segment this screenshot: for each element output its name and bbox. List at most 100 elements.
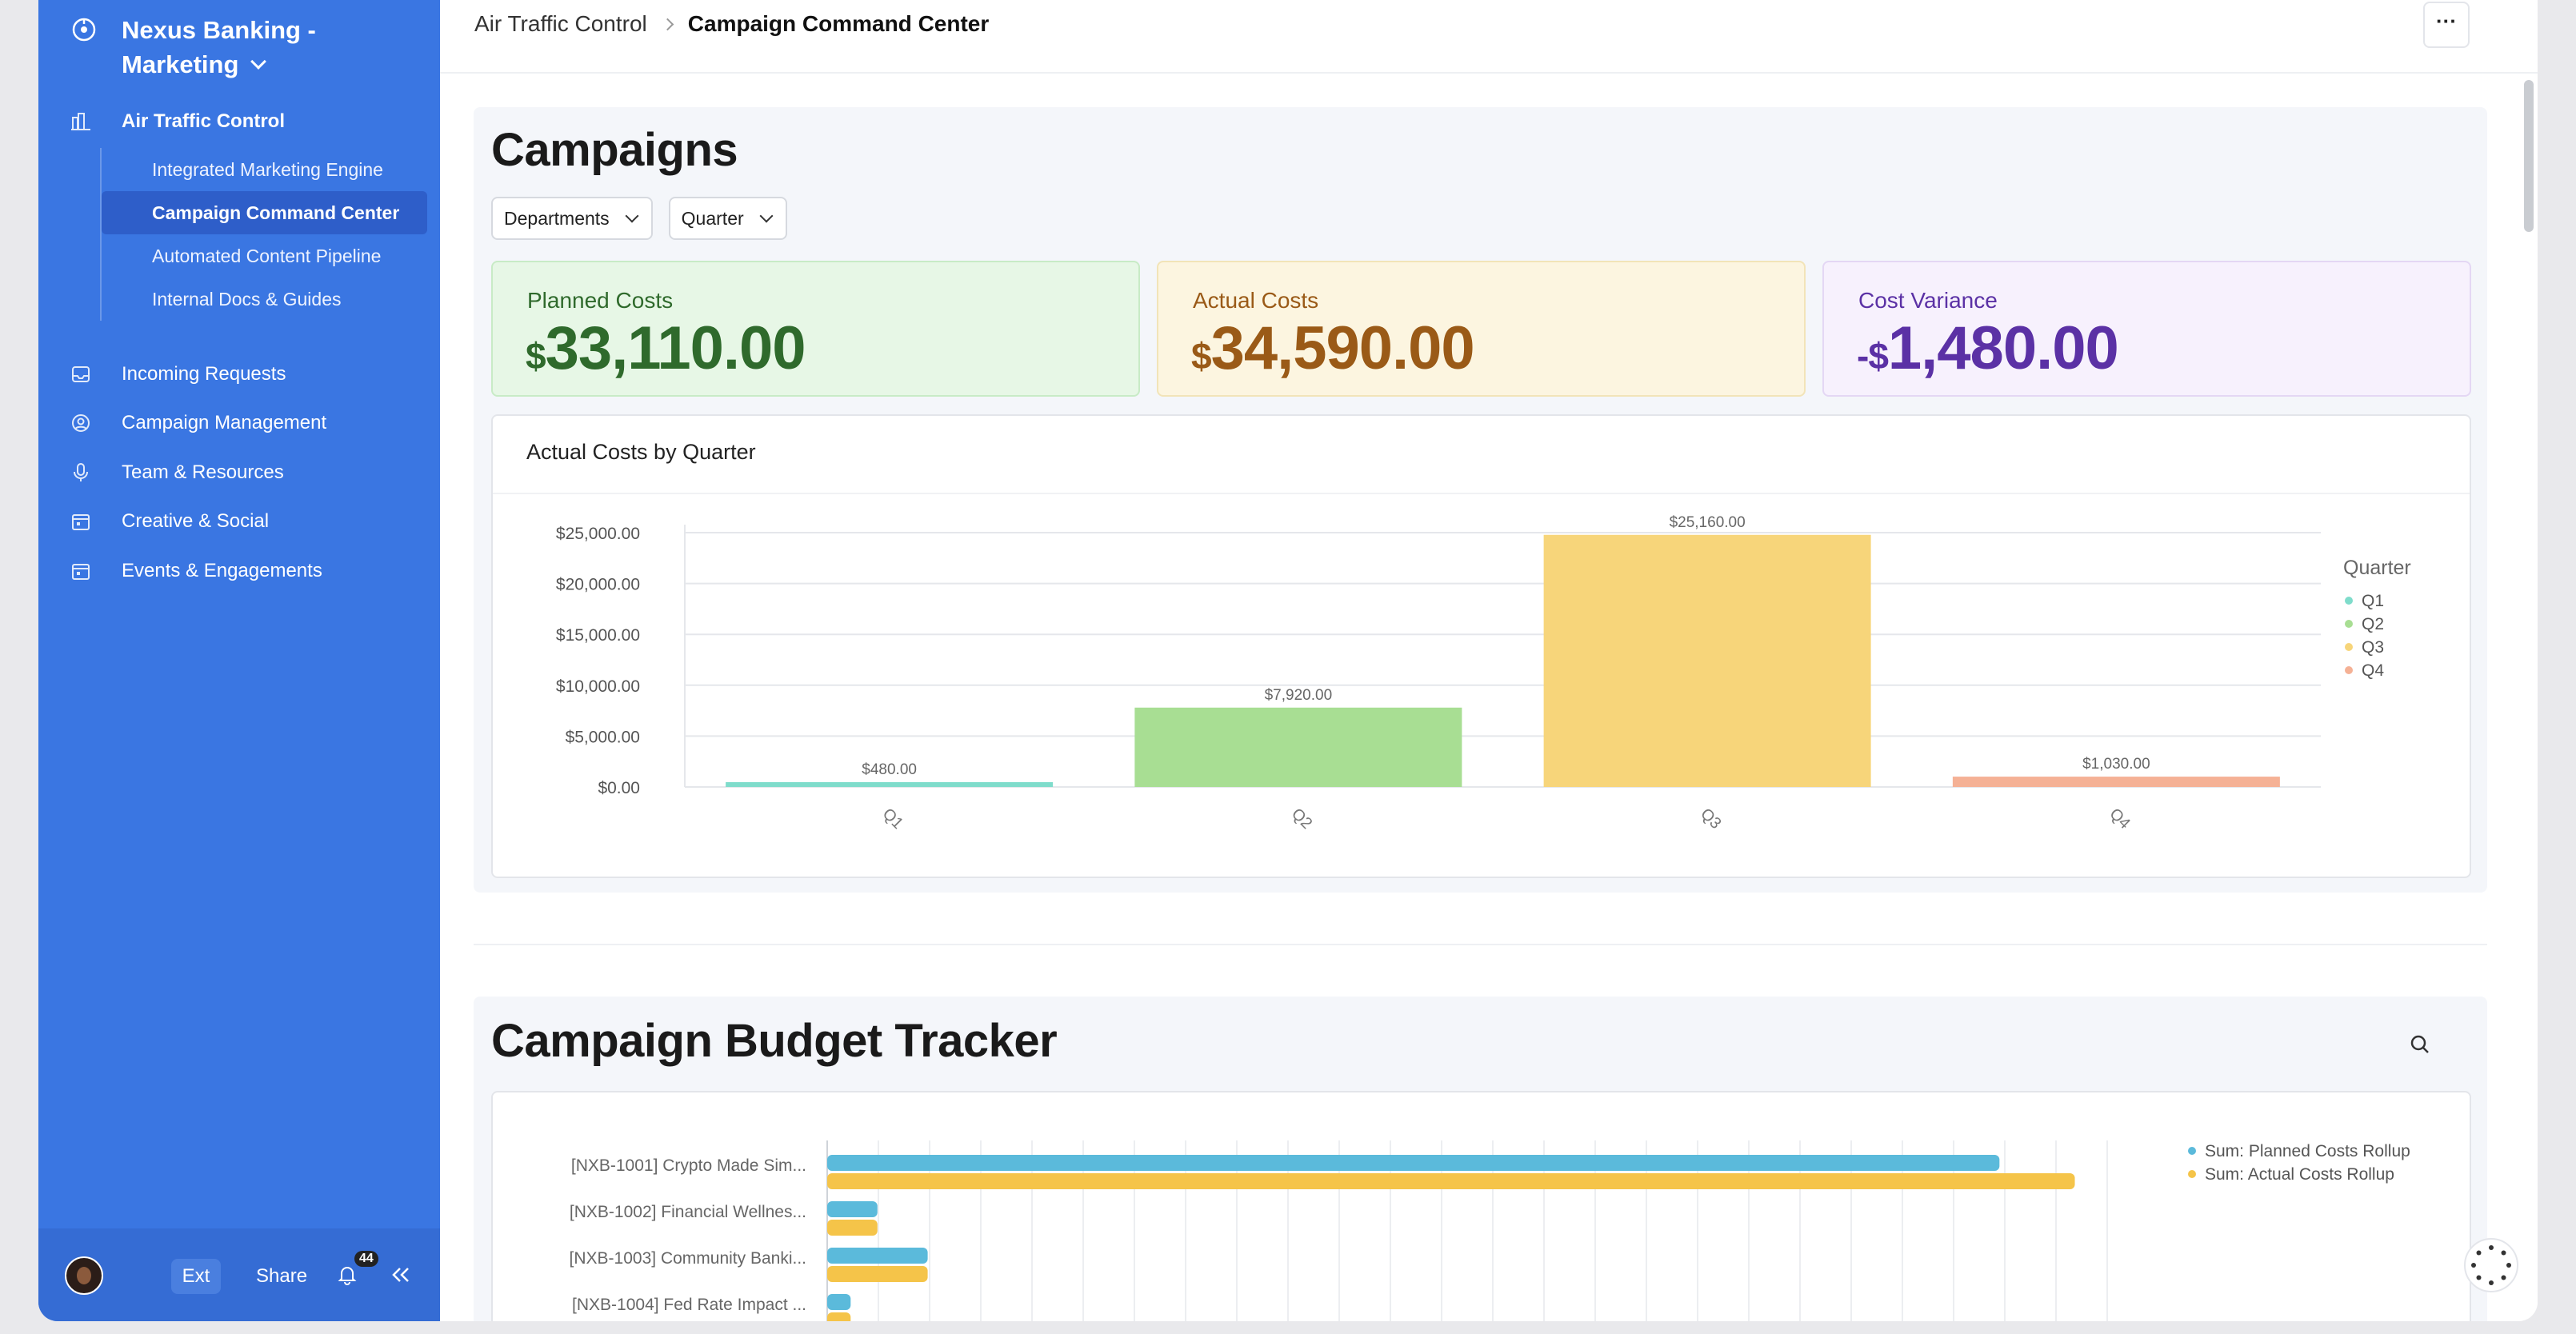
y-tick-label: $10,000.00: [556, 677, 640, 696]
spinner-icon: [2471, 1245, 2511, 1285]
loading-spinner-button[interactable]: [2464, 1238, 2518, 1292]
chevron-down-icon: [625, 209, 639, 223]
legend-label[interactable]: Sum: Planned Costs Rollup: [2205, 1142, 2410, 1160]
legend-swatch: [2345, 620, 2353, 628]
kpi-label: Actual Costs: [1193, 288, 1319, 313]
chevron-down-icon: [759, 209, 774, 223]
kpi-value: $34,590.00: [1191, 314, 1475, 382]
bar-planned[interactable]: [827, 1155, 2000, 1171]
legend-swatch: [2345, 666, 2353, 674]
sidebar-item-events-engagements[interactable]: Events & Engagements: [70, 546, 326, 596]
bar-actual[interactable]: [827, 1173, 2075, 1189]
y-tick-label: $25,000.00: [556, 525, 640, 543]
campaigns-panel: Campaigns Departments Quarter Planned Co…: [474, 107, 2487, 893]
sidebar-footer: Ext Share 44: [38, 1228, 440, 1321]
inbox-icon: [72, 365, 90, 382]
sidebar-item-campaign-command-center[interactable]: Campaign Command Center: [102, 191, 427, 234]
scrollbar[interactable]: [2524, 80, 2534, 232]
budget-horizontal-bar-chart: [NXB-1001] Crypto Made Sim... [NXB-1002] …: [570, 1140, 2410, 1321]
bar-actual[interactable]: [827, 1266, 928, 1282]
sidebar-item-team-resources[interactable]: Team & Resources: [70, 448, 326, 497]
sidebar-item-integrated-marketing-engine[interactable]: Integrated Marketing Engine: [100, 148, 427, 191]
ext-button[interactable]: Ext: [171, 1259, 221, 1294]
data-label: $1,030.00: [2082, 756, 2150, 773]
share-button[interactable]: Share: [256, 1265, 308, 1287]
legend-swatch: [2345, 597, 2353, 605]
sidebar-section-air-traffic-control[interactable]: Air Traffic Control: [70, 110, 285, 133]
sidebar-item-label: Integrated Marketing Engine: [152, 158, 383, 180]
bar-planned[interactable]: [827, 1201, 878, 1217]
sidebar-section-label: Air Traffic Control: [122, 110, 286, 132]
more-options-button[interactable]: ···: [2423, 2, 2470, 48]
sidebar-item-incoming-requests[interactable]: Incoming Requests: [70, 349, 326, 399]
workspace-name: Nexus Banking - Marketing: [122, 16, 316, 78]
budget-tracker-title: Campaign Budget Tracker: [491, 1015, 1058, 1067]
category-label: [NXB-1004] Fed Rate Impact ...: [572, 1296, 806, 1314]
kpi-actual-costs: Actual Costs $34,590.00: [1157, 261, 1806, 397]
kpi-cost-variance: Cost Variance -$1,480.00: [1822, 261, 2471, 397]
top-bar: Air Traffic Control Campaign Command Cen…: [440, 0, 2538, 74]
legend-title: Quarter: [2343, 557, 2411, 579]
sidebar-item-internal-docs[interactable]: Internal Docs & Guides: [100, 278, 427, 321]
sidebar-item-label: Creative & Social: [122, 510, 270, 533]
data-label: $7,920.00: [1265, 687, 1333, 704]
bell-icon[interactable]: [336, 1264, 358, 1286]
search-icon[interactable]: [2407, 1032, 2433, 1057]
workspace-switcher[interactable]: Nexus Banking - Marketing: [70, 13, 362, 82]
sidebar-item-label: Campaign Management: [122, 412, 327, 434]
y-tick-label: $5,000.00: [566, 728, 640, 746]
legend-swatch: [2345, 643, 2353, 651]
legend-label[interactable]: Q1: [2362, 592, 2384, 610]
y-tick-label: $20,000.00: [556, 576, 640, 594]
avatar[interactable]: [65, 1256, 103, 1295]
bar-q3[interactable]: [1543, 534, 1871, 787]
kpi-label: Cost Variance: [1858, 288, 1998, 313]
legend-label[interactable]: Q2: [2362, 615, 2384, 633]
x-tick-label: Q2: [1288, 805, 1315, 833]
category-label: [NXB-1002] Financial Wellnes...: [570, 1203, 806, 1221]
sidebar-item-label: Internal Docs & Guides: [152, 288, 342, 310]
bar-planned[interactable]: [827, 1294, 851, 1310]
legend-swatch: [2188, 1170, 2196, 1178]
departments-filter[interactable]: Departments: [491, 197, 653, 240]
y-tick-label: $0.00: [598, 779, 640, 797]
chevron-right-icon: [661, 18, 674, 30]
actual-costs-chart-card: Actual Costs by Quarter $0.00 $5,000.00 $1…: [491, 414, 2471, 878]
sidebar-item-campaign-management[interactable]: Campaign Management: [70, 399, 326, 449]
main-content: Air Traffic Control Campaign Command Cen…: [440, 0, 2538, 1321]
microphone-icon: [74, 462, 88, 481]
x-tick-label: Q4: [2106, 805, 2133, 833]
x-tick-label: Q1: [879, 805, 906, 833]
kpi-planned-costs: Planned Costs $33,110.00: [491, 261, 1140, 397]
filter-label: Departments: [504, 207, 610, 229]
data-label: $480.00: [862, 761, 917, 778]
bar-q1[interactable]: [726, 781, 1054, 787]
chevron-down-icon: [250, 54, 267, 70]
bar-planned[interactable]: [827, 1248, 928, 1264]
section-divider: [474, 944, 2487, 945]
budget-tracker-panel: Campaign Budget Tracker [NXB-1001] Crypt…: [474, 997, 2487, 1321]
campaigns-title: Campaigns: [491, 124, 738, 176]
kpi-value: -$1,480.00: [1857, 314, 2119, 382]
sidebar: Nexus Banking - Marketing Air Traffic Co…: [38, 0, 440, 1321]
bar-actual[interactable]: [827, 1220, 878, 1236]
breadcrumb-current: Campaign Command Center: [687, 11, 990, 36]
bar-actual[interactable]: [827, 1312, 851, 1321]
calendar-icon: [72, 563, 90, 580]
sidebar-item-label: Events & Engagements: [122, 559, 322, 581]
sidebar-subnav: Integrated Marketing Engine Campaign Com…: [100, 148, 427, 321]
legend-label[interactable]: Sum: Actual Costs Rollup: [2205, 1165, 2394, 1184]
legend-label[interactable]: Q3: [2362, 638, 2384, 657]
legend-swatch: [2188, 1147, 2196, 1155]
quarter-filter[interactable]: Quarter: [668, 197, 787, 240]
bar-q4[interactable]: [1952, 777, 2280, 787]
collapse-sidebar-icon[interactable]: [389, 1264, 413, 1286]
data-label: $25,160.00: [1670, 514, 1746, 531]
breadcrumb-parent[interactable]: Air Traffic Control: [474, 11, 647, 36]
bar-q2[interactable]: [1134, 707, 1462, 787]
sidebar-item-creative-social[interactable]: Creative & Social: [70, 497, 326, 547]
sidebar-nav: Incoming Requests Campaign Management Te…: [70, 349, 326, 596]
breadcrumb: Air Traffic Control Campaign Command Cen…: [474, 11, 989, 37]
sidebar-item-automated-content-pipeline[interactable]: Automated Content Pipeline: [100, 234, 427, 278]
legend-label[interactable]: Q4: [2362, 661, 2384, 680]
